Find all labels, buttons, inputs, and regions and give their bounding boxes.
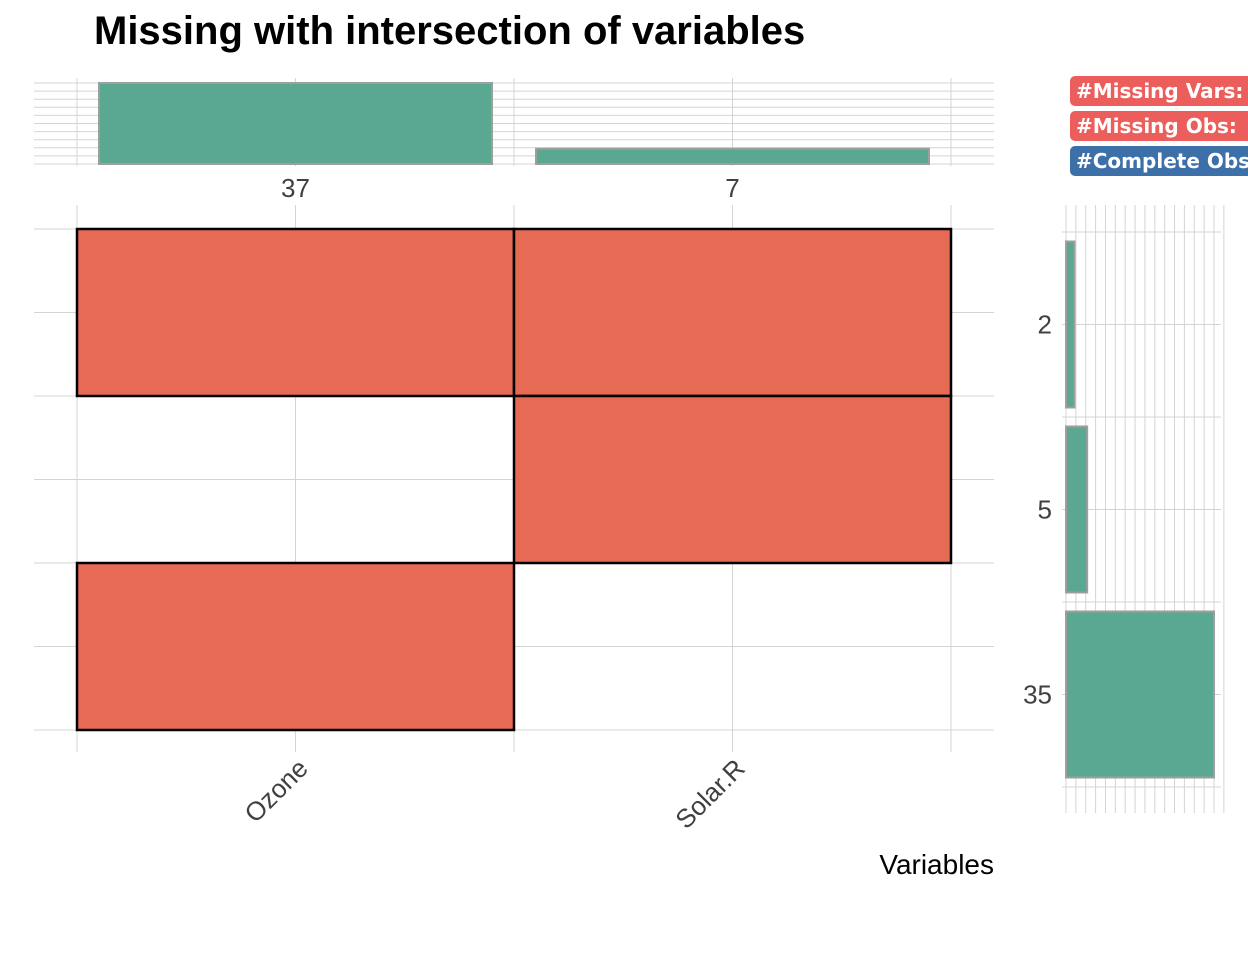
intersection-count-label: 2 — [1038, 310, 1052, 340]
x-axis-title: Variables — [879, 849, 994, 880]
legend-label: #Missing Obs: — [1076, 114, 1237, 138]
right-bar-panel: 2 5 35 — [1023, 205, 1225, 813]
legend: #Missing Vars: #Missing Obs: #Complete Obs — [1070, 76, 1248, 176]
legend-label: #Complete Obs — [1076, 149, 1248, 173]
variable-missing-count-label: 7 — [725, 173, 739, 203]
legend-badge — [1070, 76, 1248, 106]
intersection-matrix-panel: Ozone Solar.R — [34, 205, 994, 835]
intersection-count-bar — [1065, 610, 1215, 779]
x-tick-label: Ozone — [238, 753, 313, 828]
legend-badge — [1070, 111, 1248, 141]
intersection-count-bar — [1065, 425, 1089, 594]
missing-cell — [75, 227, 516, 398]
legend-badge — [1070, 146, 1248, 176]
missing-cell — [512, 227, 953, 398]
missing-cell — [512, 394, 953, 565]
top-bar-panel: 37 7 — [34, 78, 994, 203]
x-tick-label: Solar.R — [669, 753, 751, 835]
chart-title: Missing with intersection of variables — [94, 9, 805, 53]
legend-label: #Missing Vars: — [1076, 79, 1243, 103]
variable-missing-bar — [535, 147, 930, 165]
variable-missing-bar — [98, 82, 493, 165]
intersection-count-bar — [1065, 240, 1076, 409]
intersection-count-label: 5 — [1038, 495, 1052, 525]
missing-cell — [75, 561, 516, 732]
intersection-count-label: 35 — [1023, 680, 1052, 710]
variable-missing-count-label: 37 — [281, 173, 310, 203]
